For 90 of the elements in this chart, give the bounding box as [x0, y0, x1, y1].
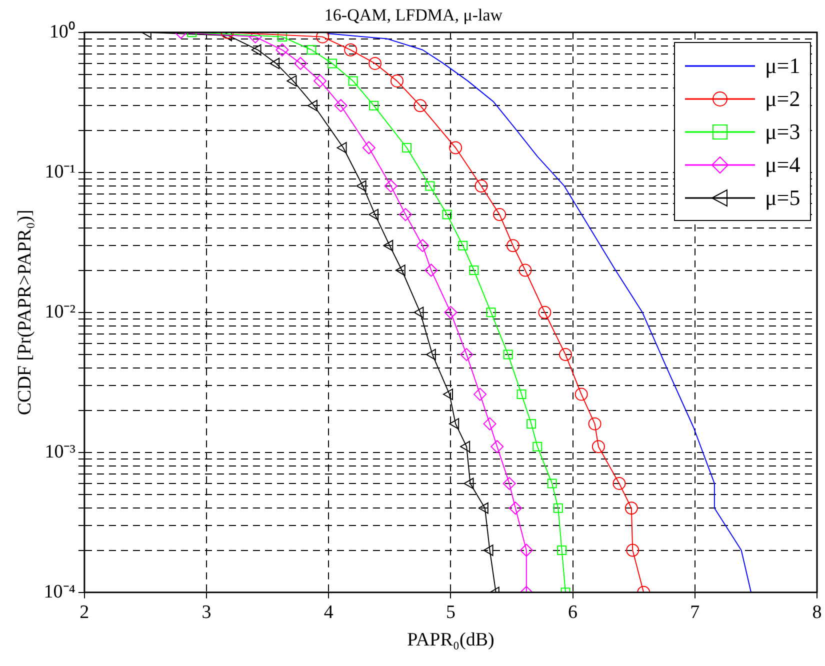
y-tick-label: 10⁻⁴: [44, 581, 76, 602]
point: [414, 99, 427, 112]
point: [558, 348, 572, 362]
x-tick-label: 7: [690, 602, 700, 623]
point: [526, 419, 536, 429]
point: [399, 208, 412, 222]
y-tick-label: 10⁻²: [44, 301, 76, 322]
x-axis-title: PAPR₀(dB): [407, 630, 494, 651]
point: [626, 544, 640, 557]
point: [426, 348, 436, 360]
y-tick-label: 10⁻³: [44, 441, 76, 462]
point: [314, 74, 327, 88]
point: [460, 348, 474, 362]
point: [442, 210, 452, 220]
point: [424, 264, 438, 277]
point: [574, 388, 588, 401]
point: [344, 43, 358, 56]
point: [384, 179, 398, 192]
point: [502, 476, 516, 490]
legend-label: μ=2: [765, 86, 800, 112]
point: [416, 239, 430, 252]
point: [518, 264, 532, 277]
point: [402, 143, 412, 152]
y-tick-label: 10⁰: [49, 20, 76, 42]
legend-label: μ=5: [765, 184, 800, 211]
point: [469, 266, 479, 275]
point: [368, 208, 379, 220]
x-tick-label: 4: [324, 602, 334, 623]
point: [588, 417, 602, 430]
point: [414, 306, 424, 318]
point: [490, 440, 504, 454]
point: [474, 179, 488, 192]
point: [553, 503, 563, 513]
point: [294, 56, 308, 70]
point: [328, 58, 338, 68]
x-tick-label: 2: [80, 602, 90, 623]
point: [334, 99, 348, 112]
legend-label: μ=4: [765, 152, 800, 178]
point: [458, 240, 468, 250]
point: [356, 180, 366, 192]
point: [449, 141, 462, 154]
x-tick-label: 6: [568, 602, 578, 623]
point: [460, 440, 470, 452]
point: [612, 476, 626, 490]
point: [336, 142, 347, 154]
point: [464, 478, 474, 490]
point: [557, 546, 567, 555]
point: [520, 544, 533, 557]
point: [624, 502, 638, 515]
point: [483, 544, 494, 556]
point: [506, 239, 520, 252]
point: [478, 502, 488, 514]
point: [503, 350, 513, 360]
point: [444, 306, 458, 319]
point: [306, 45, 316, 55]
point: [532, 442, 542, 452]
point: [276, 43, 289, 56]
point: [348, 76, 358, 86]
point: [307, 100, 318, 112]
point: [425, 181, 435, 191]
point: [516, 390, 526, 400]
point: [286, 75, 297, 87]
y-axis-title: CCDF [Pr(PAPR>PAPR₀)]: [14, 210, 36, 416]
point: [369, 100, 379, 110]
point: [547, 478, 557, 488]
point: [390, 74, 404, 88]
x-tick-label: 3: [202, 602, 212, 623]
point: [449, 418, 460, 430]
point: [592, 440, 605, 454]
point: [251, 44, 262, 56]
point: [508, 502, 522, 515]
point: [316, 32, 330, 44]
point: [474, 388, 487, 401]
chart-title: 16-QAM, LFDMA, μ-law: [324, 6, 504, 25]
x-tick-label: 5: [446, 602, 456, 623]
point: [362, 141, 376, 154]
legend-label: μ=1: [765, 52, 800, 79]
point: [538, 306, 552, 319]
x-tick-label: 8: [812, 602, 822, 623]
y-tick-label: 10⁻¹: [44, 161, 76, 182]
point: [248, 32, 262, 44]
point: [270, 58, 280, 70]
point: [442, 388, 453, 400]
point: [368, 56, 382, 70]
legend-label: μ=3: [765, 118, 800, 145]
point: [486, 308, 496, 318]
point: [395, 264, 406, 276]
point: [483, 417, 496, 430]
point: [383, 240, 394, 252]
point: [493, 208, 506, 222]
